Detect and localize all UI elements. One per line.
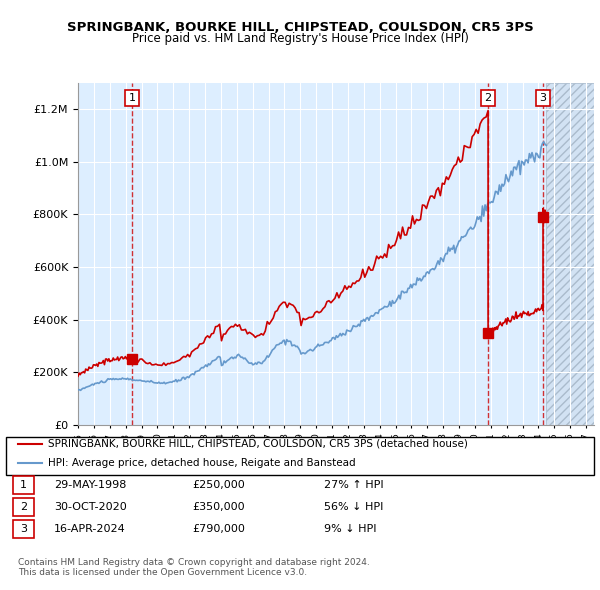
Text: 27% ↑ HPI: 27% ↑ HPI — [324, 480, 383, 490]
Text: 30-OCT-2020: 30-OCT-2020 — [54, 502, 127, 512]
Bar — [547, 83, 600, 425]
Bar — [547, 83, 600, 425]
Text: £790,000: £790,000 — [192, 525, 245, 534]
Text: 3: 3 — [539, 93, 547, 103]
Text: 2: 2 — [20, 502, 27, 512]
Text: SPRINGBANK, BOURKE HILL, CHIPSTEAD, COULSDON, CR5 3PS (detached house): SPRINGBANK, BOURKE HILL, CHIPSTEAD, COUL… — [48, 439, 468, 448]
Text: 9% ↓ HPI: 9% ↓ HPI — [324, 525, 377, 534]
Text: Price paid vs. HM Land Registry's House Price Index (HPI): Price paid vs. HM Land Registry's House … — [131, 32, 469, 45]
Text: 16-APR-2024: 16-APR-2024 — [54, 525, 126, 534]
Text: 1: 1 — [128, 93, 136, 103]
Text: 1: 1 — [20, 480, 27, 490]
Text: HPI: Average price, detached house, Reigate and Banstead: HPI: Average price, detached house, Reig… — [48, 458, 356, 468]
Text: 2: 2 — [485, 93, 491, 103]
Text: Contains HM Land Registry data © Crown copyright and database right 2024.
This d: Contains HM Land Registry data © Crown c… — [18, 558, 370, 577]
Text: 3: 3 — [20, 525, 27, 534]
Text: 56% ↓ HPI: 56% ↓ HPI — [324, 502, 383, 512]
Text: £350,000: £350,000 — [192, 502, 245, 512]
Text: 29-MAY-1998: 29-MAY-1998 — [54, 480, 127, 490]
Text: £250,000: £250,000 — [192, 480, 245, 490]
Text: SPRINGBANK, BOURKE HILL, CHIPSTEAD, COULSDON, CR5 3PS: SPRINGBANK, BOURKE HILL, CHIPSTEAD, COUL… — [67, 21, 533, 34]
